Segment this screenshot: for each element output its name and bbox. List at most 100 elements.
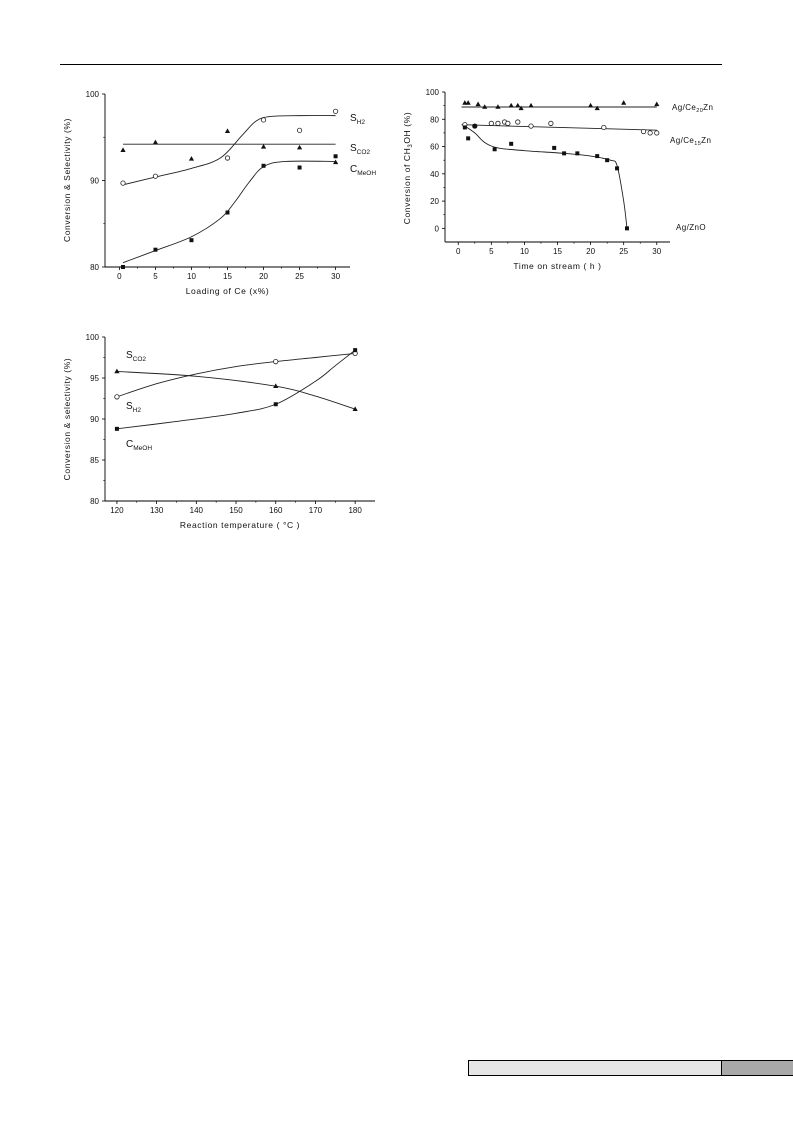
y-tick-label: 60 — [430, 143, 439, 152]
series-label-suffix: Zn — [703, 103, 713, 112]
data-point — [260, 143, 267, 149]
footer-bar — [468, 1060, 722, 1076]
series-label-subscript: 20 — [696, 108, 703, 114]
data-point — [528, 102, 534, 108]
data-point — [492, 147, 497, 152]
data-point — [189, 238, 194, 243]
data-point — [188, 156, 195, 161]
series-fit-line — [464, 125, 628, 229]
data-point — [518, 105, 524, 111]
x-tick-label: 30 — [652, 247, 661, 256]
y-tick-label: 40 — [430, 170, 439, 179]
series-fit-line — [116, 352, 356, 398]
x-tick-label: 5 — [489, 247, 494, 256]
data-point — [587, 102, 594, 108]
data-point — [152, 139, 159, 145]
series-label-name: Ag/Ce — [672, 103, 696, 112]
y-axis-title-subscript: 3 — [408, 144, 414, 148]
data-point — [594, 105, 600, 111]
data-point — [640, 128, 647, 135]
data-point — [297, 165, 302, 170]
y-tick-label: 80 — [90, 263, 99, 272]
data-point — [462, 125, 467, 130]
footer-tab — [722, 1060, 793, 1076]
data-point — [624, 226, 629, 231]
data-point — [509, 141, 514, 146]
series-label: SH2 — [350, 113, 365, 126]
series-label-subscript: H2 — [133, 407, 142, 414]
y-tick-label: 90 — [90, 415, 99, 424]
x-tick-label: 130 — [150, 506, 164, 515]
data-point — [121, 265, 126, 269]
x-tick-label: 15 — [223, 272, 232, 281]
data-point — [575, 151, 580, 156]
series-label-name: Ag/ZnO — [676, 223, 706, 232]
data-point — [332, 108, 339, 114]
y-axis-title-part: Conversion of CH — [402, 148, 412, 225]
series-label-name: S — [350, 143, 357, 154]
y-tick-label: 95 — [90, 374, 99, 383]
series-fit-line — [122, 115, 336, 186]
series-label: Ag/Ce15Zn — [670, 136, 711, 147]
chart-ce-loading: 0 5 10 15 20 25 30 80 90 100 Loading of Ce (x%) Con… — [60, 88, 376, 308]
series-label: SH2 — [126, 401, 141, 414]
data-point — [505, 120, 511, 126]
data-point — [260, 117, 267, 123]
y-tick-label: 100 — [426, 88, 440, 97]
data-point — [273, 383, 279, 388]
y-tick-label: 90 — [90, 177, 99, 186]
series-fit-line — [116, 370, 356, 410]
series-label: Ag/ZnO — [676, 223, 706, 232]
data-point — [482, 104, 488, 109]
x-tick-label: 0 — [456, 247, 461, 256]
series-label-subscript: CO2 — [357, 149, 371, 156]
x-tick-label: 10 — [520, 247, 529, 256]
series-fit-line — [461, 124, 657, 131]
x-tick-label: 120 — [110, 506, 124, 515]
data-point — [495, 120, 501, 126]
series-label-name: C — [126, 439, 133, 450]
series-label: SCO2 — [350, 143, 370, 156]
series-label-subscript: H2 — [357, 119, 366, 126]
data-point — [462, 100, 468, 105]
data-point — [621, 100, 627, 105]
x-axis-title: Reaction temperature ( °C ) — [180, 520, 300, 530]
y-axis-title: Conversion of CH3OH (%) — [402, 112, 414, 225]
data-point — [225, 210, 230, 215]
chart-time-on-stream-svg: 0 5 10 15 20 25 30 0 20 40 60 80 100 Time on stream (… — [402, 88, 713, 271]
series-label-name: Ag/Ce — [670, 136, 694, 145]
data-point — [562, 151, 567, 156]
chart-reaction-temperature: 120 130 140 150 160 170 180 80 85 90 95 100 Reaction… — [60, 330, 380, 550]
data-point — [296, 127, 303, 133]
y-tick-label: 100 — [86, 333, 100, 342]
y-axis-title: Conversion & selectivity (%) — [62, 358, 72, 481]
x-tick-label: 20 — [586, 247, 595, 256]
data-point — [488, 120, 494, 126]
series-label: Ag/Ce20Zn — [672, 103, 713, 114]
x-tick-label: 0 — [117, 272, 122, 281]
series-label: SCO2 — [126, 350, 146, 363]
x-tick-label: 160 — [269, 506, 283, 515]
data-point — [528, 123, 534, 129]
data-point — [224, 128, 231, 133]
series-label-subscript: 15 — [694, 141, 701, 147]
data-point — [353, 348, 358, 353]
y-axis-title: Conversion & Selectivity (%) — [62, 118, 72, 242]
data-point — [548, 120, 554, 126]
data-point — [595, 154, 600, 159]
x-tick-label: 140 — [190, 506, 204, 515]
data-point — [495, 104, 501, 109]
data-point — [114, 394, 120, 400]
data-point — [466, 136, 471, 141]
data-point — [552, 145, 557, 150]
data-point — [120, 180, 126, 186]
data-point — [465, 100, 471, 105]
x-axis-title: Time on stream ( h ) — [513, 261, 601, 271]
y-tick-label: 80 — [430, 115, 439, 124]
y-tick-label: 0 — [435, 224, 440, 233]
x-tick-label: 30 — [331, 272, 340, 281]
x-tick-label: 5 — [153, 272, 158, 281]
data-point — [654, 130, 660, 136]
data-point — [296, 144, 303, 150]
y-tick-label: 80 — [90, 497, 99, 506]
